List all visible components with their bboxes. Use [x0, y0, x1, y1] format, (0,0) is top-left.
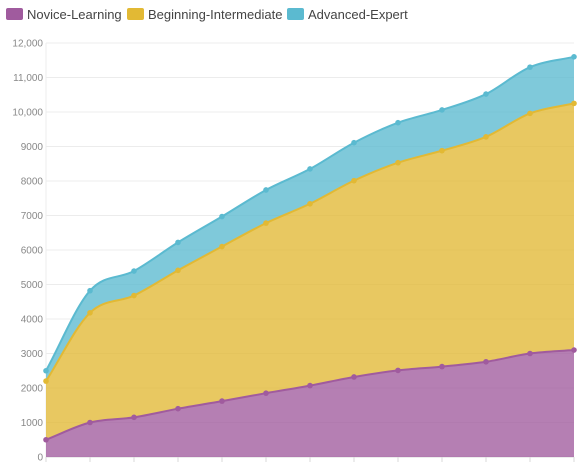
point-beginning-intermediate[interactable]	[527, 110, 533, 117]
point-advanced-expert[interactable]	[439, 107, 445, 113]
point-beginning-intermediate[interactable]	[483, 134, 489, 140]
point-advanced-expert[interactable]	[263, 187, 269, 193]
y-tick-label: 7000	[21, 211, 44, 222]
point-beginning-intermediate[interactable]	[571, 100, 577, 107]
point-novice-learning[interactable]	[351, 374, 357, 380]
legend-label-beginning-intermediate[interactable]: Beginning-Intermediate	[148, 7, 282, 22]
point-novice-learning[interactable]	[307, 382, 313, 389]
point-novice-learning[interactable]	[395, 367, 401, 374]
point-advanced-expert[interactable]	[483, 91, 489, 97]
point-novice-learning[interactable]	[439, 363, 445, 370]
y-tick-label: 1000	[21, 418, 44, 429]
point-novice-learning[interactable]	[87, 419, 93, 426]
point-advanced-expert[interactable]	[571, 54, 577, 60]
y-tick-label: 4000	[21, 315, 44, 326]
point-advanced-expert[interactable]	[43, 367, 49, 374]
series-points	[43, 54, 577, 443]
point-advanced-expert[interactable]	[87, 287, 93, 294]
point-novice-learning[interactable]	[527, 350, 533, 357]
point-novice-learning[interactable]	[131, 414, 137, 421]
point-beginning-intermediate[interactable]	[307, 200, 313, 207]
y-tick-label: 9000	[21, 142, 44, 153]
point-advanced-expert[interactable]	[351, 139, 357, 146]
point-novice-learning[interactable]	[219, 398, 225, 404]
point-beginning-intermediate[interactable]	[87, 309, 93, 316]
y-tick-label: 2000	[21, 384, 44, 395]
point-beginning-intermediate[interactable]	[395, 159, 401, 166]
legend-swatch-novice-learning[interactable]	[6, 8, 23, 20]
point-advanced-expert[interactable]	[395, 119, 401, 126]
y-axis: 0 1000 2000 3000 4000 5000 6000 7000 8000 9000 10,…	[12, 39, 43, 463]
y-tick-label: 11,000	[13, 73, 43, 84]
y-tick-label: 6000	[21, 246, 44, 257]
legend-swatch-advanced-expert[interactable]	[287, 8, 304, 20]
y-tick-label: 12,000	[12, 39, 43, 50]
point-beginning-intermediate[interactable]	[131, 292, 137, 299]
point-beginning-intermediate[interactable]	[43, 378, 49, 384]
legend-swatch-beginning-intermediate[interactable]	[127, 8, 144, 20]
y-tick-label: 0	[37, 453, 43, 463]
point-advanced-expert[interactable]	[307, 166, 313, 172]
point-novice-learning[interactable]	[175, 405, 181, 412]
point-novice-learning[interactable]	[571, 347, 577, 353]
legend-label-novice-learning[interactable]: Novice-Learning	[27, 7, 122, 22]
area-advanced-expert	[46, 56, 574, 382]
point-novice-learning[interactable]	[263, 390, 269, 396]
legend: Novice-Learning Beginning-Intermediate A…	[6, 7, 408, 22]
point-beginning-intermediate[interactable]	[263, 220, 269, 226]
point-advanced-expert[interactable]	[175, 239, 181, 246]
series-areas	[46, 56, 574, 457]
point-beginning-intermediate[interactable]	[351, 177, 357, 184]
y-tick-label: 8000	[21, 177, 44, 188]
area-beginning-intermediate	[46, 103, 574, 440]
point-novice-learning[interactable]	[483, 358, 489, 365]
point-beginning-intermediate[interactable]	[439, 147, 445, 154]
point-advanced-expert[interactable]	[131, 268, 137, 274]
area-novice-learning	[46, 350, 574, 457]
point-advanced-expert[interactable]	[219, 213, 225, 220]
y-tick-label: 10,000	[12, 108, 43, 119]
y-tick-label: 3000	[21, 349, 44, 360]
y-tick-label: 5000	[21, 280, 44, 291]
point-novice-learning[interactable]	[43, 436, 49, 443]
legend-label-advanced-expert[interactable]: Advanced-Expert	[308, 7, 408, 22]
point-advanced-expert[interactable]	[527, 64, 533, 70]
point-beginning-intermediate[interactable]	[175, 267, 181, 274]
point-beginning-intermediate[interactable]	[219, 243, 225, 250]
